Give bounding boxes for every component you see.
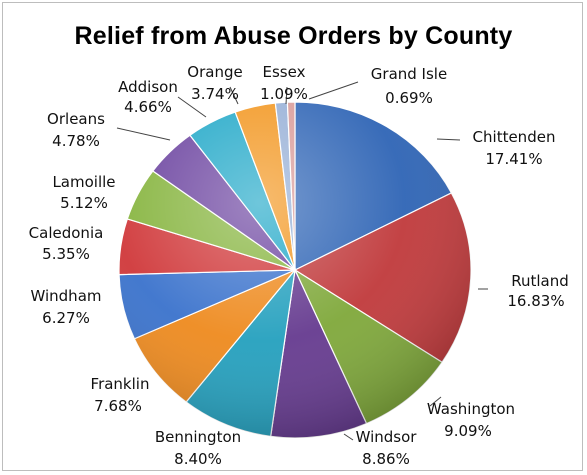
- slice-value-caledonia: 5.35%: [42, 245, 90, 263]
- slice-value-addison: 4.66%: [124, 98, 172, 116]
- slice-label-caledonia: Caledonia: [29, 224, 104, 242]
- slice-label-franklin: Franklin: [91, 375, 150, 393]
- slice-value-grand-isle: 0.69%: [385, 89, 433, 107]
- leader-line-orange: [229, 86, 239, 105]
- leader-line-grand-isle: [308, 81, 359, 100]
- leader-line-orleans: [116, 127, 171, 141]
- slice-label-orange: Orange: [187, 63, 242, 81]
- slice-value-windham: 6.27%: [42, 309, 90, 327]
- slice-value-orleans: 4.78%: [52, 132, 100, 150]
- leader-line-chittenden: [436, 138, 461, 141]
- leader-line-washington: [429, 396, 442, 407]
- slice-value-rutland: 16.83%: [507, 292, 564, 310]
- slice-value-lamoille: 5.12%: [60, 194, 108, 212]
- slice-label-bennington: Bennington: [155, 428, 241, 446]
- slice-label-lamoille: Lamoille: [52, 173, 115, 191]
- slice-label-windsor: Windsor: [356, 428, 418, 446]
- slice-label-essex: Essex: [263, 63, 306, 81]
- slice-label-orleans: Orleans: [47, 110, 105, 128]
- slice-label-rutland: Rutland: [511, 272, 569, 290]
- slice-label-chittenden: Chittenden: [473, 128, 556, 146]
- slice-label-windham: Windham: [30, 287, 101, 305]
- leader-line-addison: [177, 96, 207, 118]
- slice-value-washington: 9.09%: [444, 422, 492, 440]
- slice-value-bennington: 8.40%: [174, 450, 222, 468]
- leader-line-essex: [285, 86, 288, 105]
- slice-value-windsor: 8.86%: [362, 450, 410, 468]
- slice-label-addison: Addison: [118, 78, 178, 96]
- slice-label-grand-isle: Grand Isle: [371, 65, 447, 83]
- slice-value-chittenden: 17.41%: [485, 150, 542, 168]
- chart-title: Relief from Abuse Orders by County: [74, 22, 513, 50]
- slice-value-orange: 3.74%: [191, 85, 239, 103]
- leader-line-windsor: [343, 433, 354, 441]
- slice-value-franklin: 7.68%: [94, 397, 142, 415]
- slice-value-essex: 1.09%: [260, 85, 308, 103]
- slice-label-washington: Washington: [427, 400, 515, 418]
